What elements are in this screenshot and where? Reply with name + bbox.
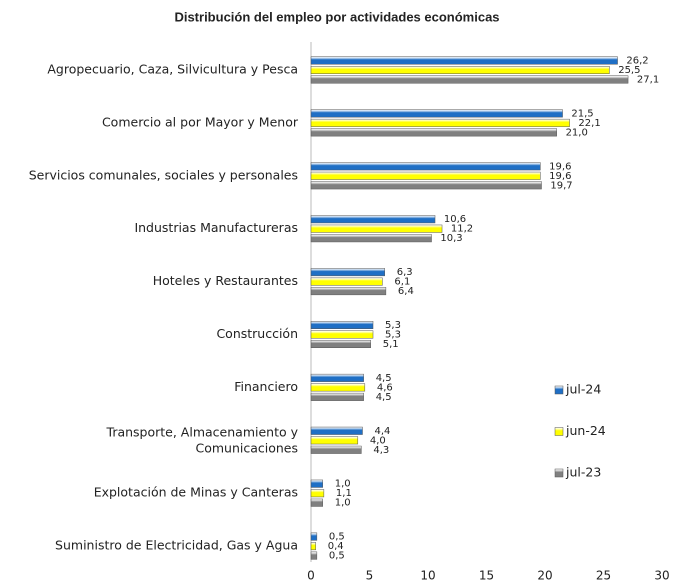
legend-swatch (554, 427, 564, 436)
bar (310, 75, 629, 84)
bar (310, 56, 618, 65)
legend-label: jul-24 (565, 382, 601, 397)
y-tick-label: Comercio al por Mayor y Menor (102, 114, 299, 129)
bar (310, 498, 323, 507)
bar (310, 489, 325, 498)
value-label: 22,1 (578, 118, 600, 129)
value-label: 6,4 (398, 286, 414, 297)
bar (310, 479, 323, 488)
bar (310, 287, 387, 296)
y-tick-label: Servicios comunales, sociales y personal… (29, 167, 298, 182)
bar (310, 383, 366, 392)
y-tick-label: Explotación de Minas y Canteras (94, 485, 298, 500)
bar (310, 181, 542, 190)
bar (310, 234, 432, 243)
value-label: 19,6 (549, 171, 571, 182)
chart-title: Distribución del empleo por actividades … (174, 9, 499, 24)
bar (310, 321, 374, 329)
value-label: 25,5 (618, 65, 640, 76)
bar (310, 171, 541, 180)
value-label: 11,2 (451, 224, 473, 235)
value-label: 27,1 (637, 75, 659, 86)
bar (310, 162, 541, 171)
bar (310, 215, 436, 224)
bar (310, 426, 363, 435)
bar (310, 436, 359, 445)
value-label: 1,0 (335, 498, 351, 509)
value-label: 5,1 (383, 339, 399, 350)
y-tick-label: Suministro de Electricidad, Gas y Agua (55, 538, 298, 553)
x-tick-label: 5 (366, 569, 374, 583)
bar (310, 445, 362, 454)
value-label: 21,5 (571, 108, 593, 119)
bar (310, 128, 557, 137)
bar (310, 532, 318, 541)
value-label: 5,3 (385, 320, 401, 331)
value-label: 10,3 (440, 233, 462, 244)
value-label: 1,0 (335, 479, 351, 490)
y-tick-label: Financiero (234, 379, 298, 394)
bar (310, 118, 570, 127)
value-label: 5,3 (385, 330, 401, 341)
legend-swatch (554, 385, 564, 395)
bar (310, 330, 374, 339)
x-tick-label: 20 (537, 569, 552, 583)
legend-swatch (554, 468, 564, 478)
value-label: 10,6 (444, 214, 466, 225)
x-tick-label: 25 (596, 569, 611, 583)
value-label: 4,3 (373, 445, 389, 456)
bar (310, 542, 316, 551)
value-label: 6,1 (394, 277, 410, 288)
legend-label: jul-23 (565, 465, 601, 480)
x-tick-label: 0 (307, 569, 315, 583)
bar (310, 268, 385, 277)
value-label: 21,0 (566, 127, 588, 138)
bar (310, 373, 364, 382)
value-label: 1,1 (336, 488, 352, 499)
value-label: 19,7 (550, 180, 572, 191)
bar (310, 66, 610, 74)
bar (310, 109, 563, 118)
x-tick-label: 30 (654, 569, 669, 583)
y-tick-label: Agropecuario, Caza, Silvicultura y Pesca (47, 62, 298, 77)
value-label: 4,5 (376, 392, 392, 403)
bar (310, 551, 318, 560)
bar (310, 340, 371, 348)
x-tick-label: 15 (479, 569, 494, 583)
x-tick-label: 10 (420, 569, 435, 583)
value-label: 0,5 (329, 532, 345, 543)
bar (310, 224, 443, 233)
y-tick-label: Hoteles y Restaurantes (153, 273, 298, 288)
y-tick-label: Transporte, Almacenamiento y Comunicacion… (106, 424, 299, 455)
value-label: 26,2 (626, 56, 648, 67)
legend-label: jun-24 (565, 423, 606, 438)
y-tick-label: Industrias Manufactureras (134, 220, 298, 235)
value-label: 6,3 (397, 267, 413, 278)
value-label: 0,4 (328, 541, 344, 552)
value-label: 4,4 (375, 426, 391, 437)
y-tick-label: Construcción (216, 326, 298, 341)
value-label: 4,6 (377, 382, 393, 393)
value-label: 19,6 (549, 161, 571, 172)
value-label: 0,5 (329, 551, 345, 562)
value-label: 4,5 (376, 373, 392, 384)
bar (310, 392, 364, 401)
bar (310, 277, 383, 286)
value-label: 4,0 (370, 435, 386, 446)
